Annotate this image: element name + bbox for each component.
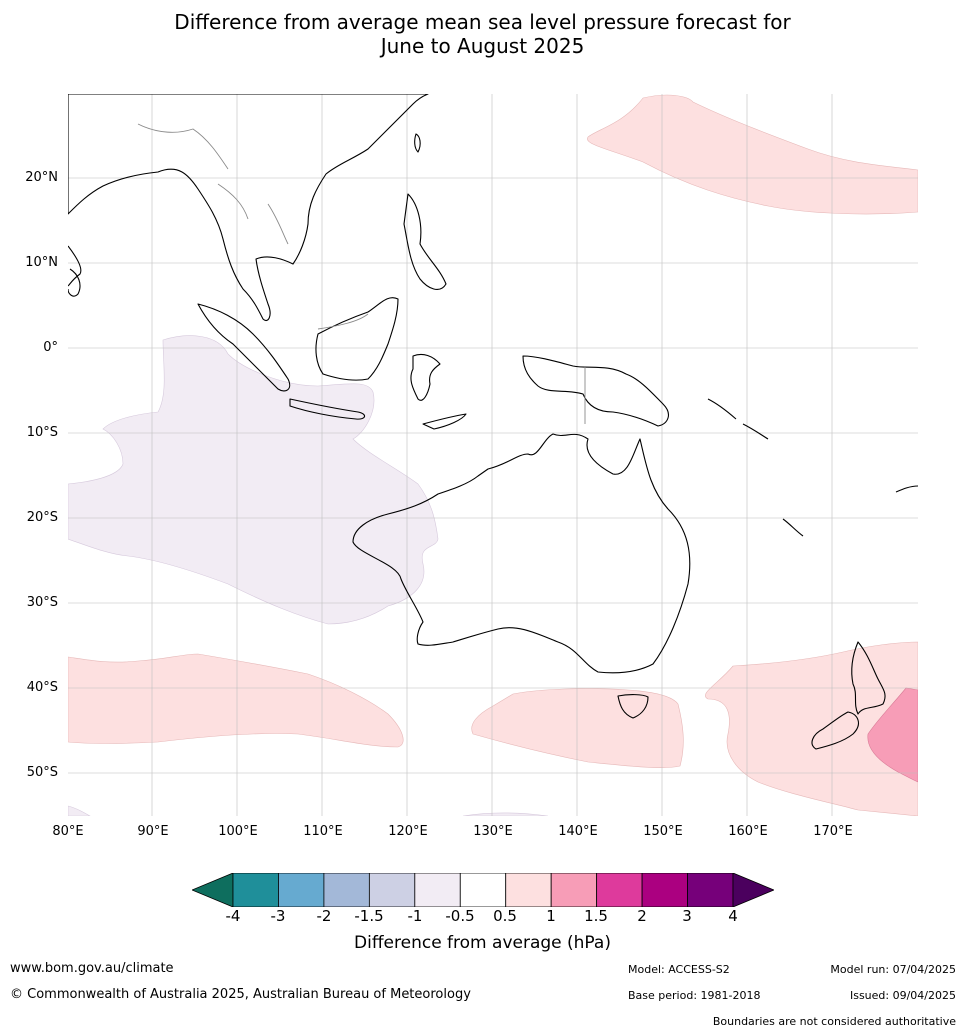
sumatra-coastline [197,303,291,392]
gridlines [68,94,918,816]
map-title: Difference from average mean sea level p… [0,10,965,58]
lat-label-30s: 30°S [26,595,58,610]
colorbar-swatch [414,873,461,907]
lat-label-40s: 40°S [26,680,58,695]
anomaly-region-north-pacific [587,94,918,215]
australia-coastline [352,433,691,674]
taiwan-coastline [414,133,421,153]
timor-coastline [422,413,467,430]
lon-label-150e: 150°E [643,824,683,839]
colorbar-swatch [459,873,507,907]
copyright-text: © Commonwealth of Australia 2025, Austra… [10,987,471,1002]
lon-label-110e: 110°E [303,824,343,839]
lon-label-80e: 80°E [52,824,84,839]
colorbar-tick-label: 4 [728,907,738,925]
colorbar-tick-label: -4 [225,907,241,925]
lat-label-10s: 10°S [26,425,58,440]
lon-label-140e: 140°E [558,824,598,839]
lon-label-170e: 170°E [813,824,853,839]
new-guinea-coastline [522,355,669,427]
philippines-coastline [403,193,447,290]
lon-label-130e: 130°E [473,824,513,839]
lon-label-100e: 100°E [218,824,258,839]
colorbar-extend-high [732,873,774,907]
lat-label-20n: 20°N [25,170,58,185]
model-run-info: Model run: 07/04/2025 [830,963,956,976]
sri-lanka-coastline [68,268,81,297]
anomaly-region-new-zealand [705,641,918,816]
new-zealand-north-coastline [851,641,886,715]
india-coastline [68,245,82,287]
colorbar-swatch [687,873,734,907]
colorbar-tick-label: 2 [637,907,647,925]
colorbar-tick-label: -0.5 [445,907,475,925]
lat-label-10n: 10°N [25,255,58,270]
mainland-asia-coastline [68,94,429,322]
sulawesi-coastline [410,353,441,401]
lon-label-90e: 90°E [137,824,169,839]
colorbar-extend-low [192,873,234,907]
lat-label-20s: 20°S [26,510,58,525]
colorbar-tick-label: 3 [682,907,692,925]
pacific-islands-coastline [707,398,918,537]
new-zealand-south-coastline [811,711,859,750]
base-period-info: Base period: 1981-2018 [628,989,761,1002]
colorbar [192,873,774,907]
colorbar-swatch [278,873,325,907]
colorbar-tick-label: -1 [407,907,423,925]
lat-label-0: 0° [43,340,58,355]
model-info: Model: ACCESS-S2 [628,963,730,976]
anomaly-region-southern-indian [68,653,404,748]
lon-label-120e: 120°E [388,824,428,839]
anomaly-region-tasmania [471,688,684,768]
title-line-1: Difference from average mean sea level p… [174,10,791,34]
colorbar-title: Difference from average (hPa) [354,933,611,953]
lon-label-160e: 160°E [728,824,768,839]
java-coastline [289,398,366,420]
anomaly-region-southwest-corner [68,805,91,816]
colorbar-tick-label: 0.5 [493,907,517,925]
colorbar-tick-label: 1.5 [584,907,608,925]
website-link[interactable]: www.bom.gov.au/climate [10,961,174,976]
colorbar-tick-label: 1 [546,907,556,925]
colorbar-swatch [323,873,370,907]
issued-info: Issued: 09/04/2025 [849,989,956,1002]
lat-label-50s: 50°S [26,765,58,780]
anomaly-region-south-sliver [462,812,549,816]
borneo-coastline [315,297,399,381]
anomaly-region-indian-ocean [68,335,439,625]
colorbar-swatch [368,873,416,907]
forecast-map [68,94,918,816]
colorbar-tick-label: -1.5 [354,907,384,925]
title-line-2: June to August 2025 [380,34,585,58]
colorbar-swatch [505,873,552,907]
country-borders-asia [137,123,369,330]
colorbar-swatch [550,873,598,907]
colorbar-tick-label: -3 [270,907,286,925]
colorbar-swatch [596,873,643,907]
boundaries-disclaimer: Boundaries are not considered authoritat… [712,1015,956,1028]
anomaly-region-nz-strong [867,687,918,783]
colorbar-swatch [641,873,688,907]
tasmania-coastline [617,694,649,719]
colorbar-swatch [232,873,279,907]
colorbar-tick-label: -2 [316,907,332,925]
